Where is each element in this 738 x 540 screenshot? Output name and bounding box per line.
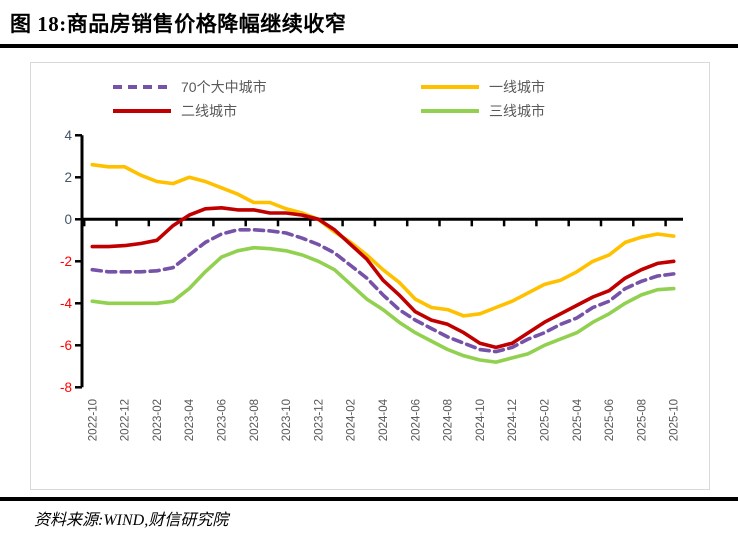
y-axis-tick-label: -2 — [60, 254, 72, 269]
x-axis-tick-label: 2023-04 — [184, 398, 196, 441]
legend-label: 70个大中城市 — [181, 79, 267, 95]
legend-line-sample-first-tier — [421, 85, 479, 89]
figure-title: 图 18:商品房销售价格降幅继续收窄 — [10, 12, 347, 36]
x-axis-tick-label: 2022-10 — [87, 399, 99, 441]
y-axis-tick-label: 4 — [64, 128, 72, 143]
x-axis-tick-label: 2022-12 — [120, 399, 132, 441]
series-line-third-tier — [90, 245, 676, 364]
y-axis-tick-label: 2 — [64, 170, 72, 185]
x-axis-tick-label: 2023-08 — [249, 399, 261, 441]
x-axis-tick-label: 2024-02 — [346, 399, 358, 441]
legend-line-sample-second-tier — [113, 109, 171, 113]
y-axis-tick-label: -4 — [60, 296, 72, 311]
legend-item-third-tier: 三线城市 — [421, 101, 689, 121]
x-axis-tick-label: 2024-08 — [443, 399, 455, 441]
chart-legend: 70个大中城市 一线城市 二线城市 三线城市 — [113, 77, 689, 121]
legend-label: 一线城市 — [489, 79, 545, 95]
legend-item-first-tier: 一线城市 — [421, 77, 689, 97]
source-note: 资料来源:WIND,财信研究院 — [34, 512, 229, 529]
series-line-first-tier — [90, 162, 676, 318]
x-axis-tick-label: 2024-04 — [378, 398, 390, 441]
x-axis-tick-label: 2023-10 — [281, 399, 293, 441]
x-axis-tick-label: 2025-06 — [604, 399, 616, 441]
series-line-seventy-city — [90, 228, 676, 354]
y-axis-tick-label: -8 — [60, 380, 72, 395]
y-axis-tick-label: 0 — [64, 212, 72, 227]
x-axis-tick-label: 2025-02 — [540, 399, 552, 441]
legend-line-sample-70-city — [113, 85, 171, 89]
x-axis-tick-label: 2025-10 — [669, 399, 681, 441]
x-axis-tick-label: 2023-02 — [152, 399, 164, 441]
x-axis-tick-label: 2025-08 — [636, 399, 648, 441]
x-axis-tick-label: 2024-12 — [507, 399, 519, 441]
x-axis-tick-label: 2024-06 — [410, 399, 422, 441]
chart-canvas: 4 2 0 -2 -4 -6 -8 2022-10 2022-12 2023-02 2023-04 2… — [60, 128, 683, 441]
x-axis-tick-label: 2025-04 — [572, 398, 584, 441]
x-axis-tick-label: 2024-10 — [475, 399, 487, 441]
legend-line-sample-third-tier — [421, 109, 479, 113]
legend-label: 二线城市 — [181, 103, 237, 119]
x-axis-tick-label: 2023-12 — [313, 399, 325, 441]
series-line-second-tier — [90, 206, 676, 350]
title-divider-rule — [0, 44, 738, 48]
legend-item-70-city: 70个大中城市 — [113, 77, 421, 97]
source-divider-rule — [0, 497, 738, 501]
y-axis-tick-label: -6 — [60, 338, 72, 353]
chart-frame: 70个大中城市 一线城市 二线城市 三线城市 4 2 0 -2 -4 -6 -8 2022-1… — [30, 62, 710, 490]
legend-item-second-tier: 二线城市 — [113, 101, 421, 121]
x-axis-tick-label: 2023-06 — [217, 399, 229, 441]
legend-label: 三线城市 — [489, 103, 545, 119]
